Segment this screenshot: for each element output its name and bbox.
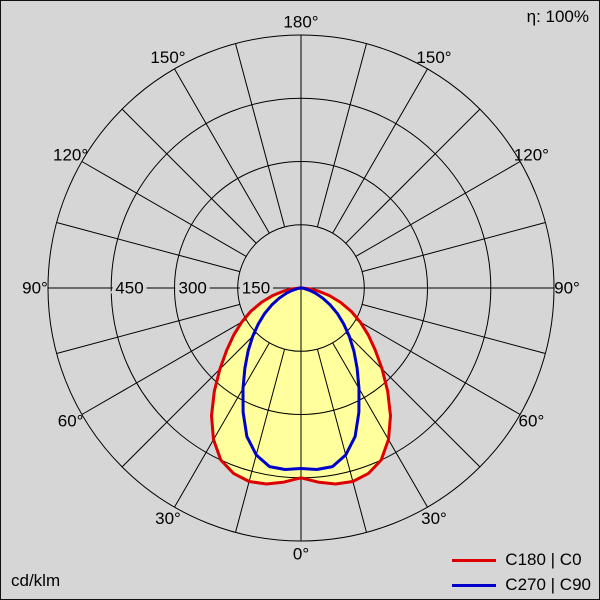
grid-spoke bbox=[81, 161, 247, 257]
angle-label-90-left: 90° bbox=[22, 279, 48, 298]
grid-spoke bbox=[316, 348, 367, 533]
radial-tick-150: 150 bbox=[242, 279, 270, 298]
grid-spoke bbox=[174, 342, 270, 508]
grid-spoke bbox=[121, 332, 257, 468]
grid-spoke bbox=[235, 43, 286, 228]
grid-spoke bbox=[345, 332, 481, 468]
radial-tick-300: 300 bbox=[179, 279, 207, 298]
angle-label-0: 0° bbox=[293, 545, 309, 564]
grid-spoke bbox=[121, 108, 257, 244]
light-output-ratio-label: η: 100% bbox=[526, 7, 589, 26]
grid-spoke bbox=[332, 342, 428, 508]
unit-label: cd/klm bbox=[11, 571, 61, 590]
angle-label-60-right: 60° bbox=[519, 412, 545, 431]
grid-spoke bbox=[235, 348, 286, 533]
polar-grid bbox=[47, 34, 555, 542]
legend-line-c180-c0 bbox=[452, 558, 497, 562]
radial-tick-450: 450 bbox=[115, 279, 143, 298]
grid-spoke bbox=[361, 222, 546, 273]
legend-line-c270-c90 bbox=[452, 583, 497, 587]
curve-c180-c0 bbox=[210, 286, 392, 486]
legend-item-c270-c90: C270 | C90 bbox=[452, 575, 591, 595]
angle-label-150-left: 150° bbox=[150, 48, 185, 67]
grid-spoke bbox=[355, 161, 521, 257]
grid-spoke bbox=[316, 43, 367, 228]
legend-item-c180-c0: C180 | C0 bbox=[452, 550, 591, 570]
angle-label-120-right: 120° bbox=[514, 146, 549, 165]
angle-label-90-right: 90° bbox=[554, 279, 580, 298]
grid-spoke bbox=[56, 222, 241, 273]
grid-spoke bbox=[355, 319, 521, 415]
angle-label-180: 180° bbox=[283, 13, 318, 32]
angle-label-30-left: 30° bbox=[155, 509, 181, 528]
legend-label-c270-c90: C270 | C90 bbox=[505, 575, 591, 594]
legend: C180 | C0 C270 | C90 bbox=[452, 550, 591, 595]
grid-spoke bbox=[332, 68, 428, 234]
angle-label-30-right: 30° bbox=[421, 509, 447, 528]
grid-spoke bbox=[174, 68, 270, 234]
angle-label-60-left: 60° bbox=[58, 412, 84, 431]
angle-label-120-left: 120° bbox=[53, 146, 88, 165]
legend-label-c180-c0: C180 | C0 bbox=[505, 550, 582, 569]
grid-spoke bbox=[81, 319, 247, 415]
angle-label-150-right: 150° bbox=[416, 48, 451, 67]
angle-labels: 0° 30° 30° 60° 60° 90° 90° 120° 120° 150° 150° 180°… bbox=[22, 13, 580, 564]
grid-spoke bbox=[345, 108, 481, 244]
grid-spoke bbox=[56, 303, 241, 354]
grid-spoke bbox=[361, 303, 546, 354]
curve-c270-c90 bbox=[241, 286, 361, 471]
